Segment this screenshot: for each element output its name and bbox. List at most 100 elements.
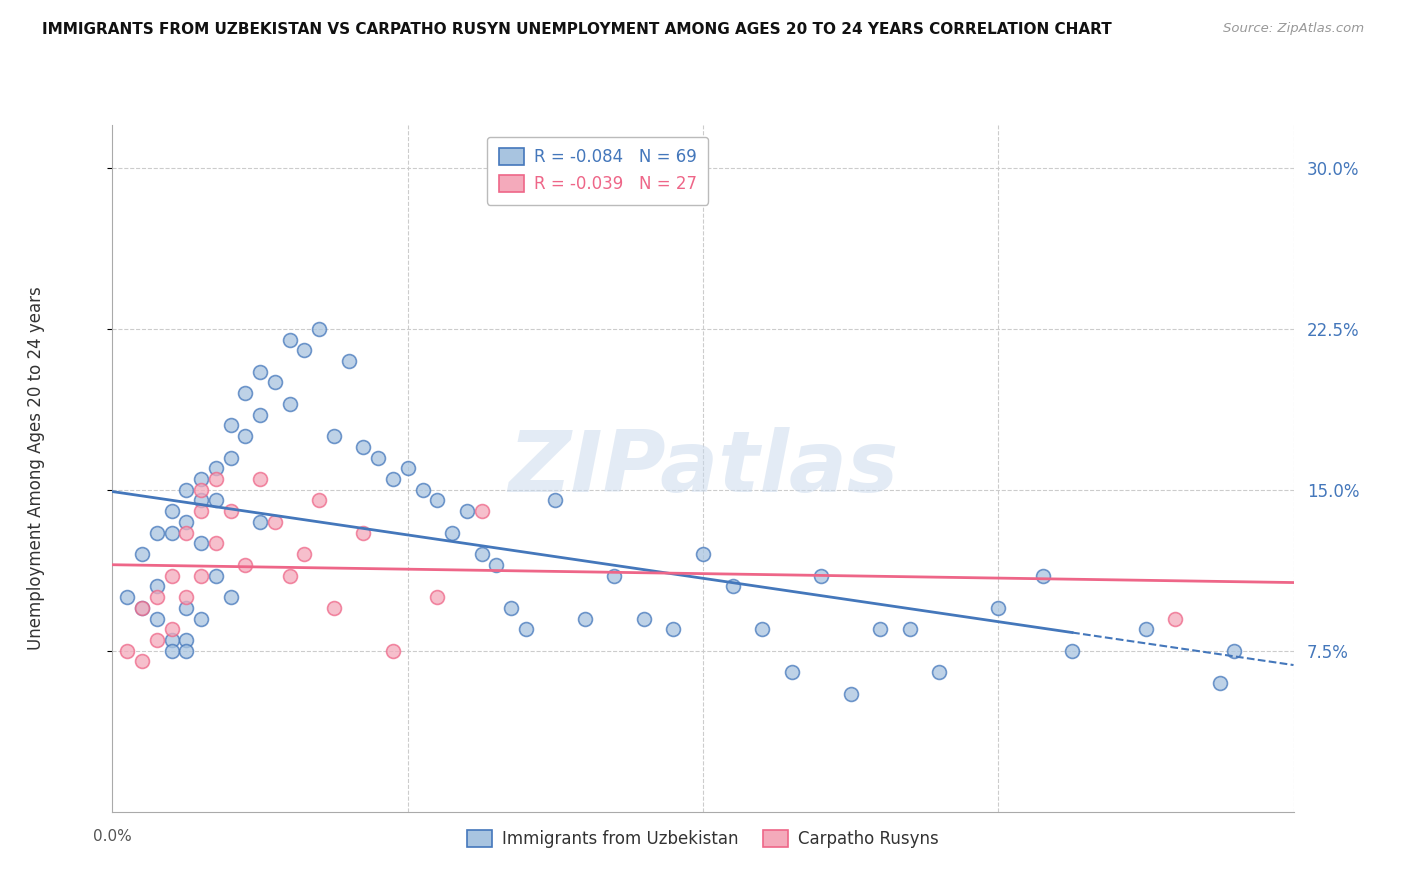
Point — [190, 568, 212, 582]
Point — [721, 579, 744, 593]
Point — [352, 525, 374, 540]
Point — [367, 450, 389, 465]
Point — [278, 397, 301, 411]
Point — [544, 493, 567, 508]
Point — [839, 687, 862, 701]
Point — [146, 579, 169, 593]
Point — [233, 429, 256, 443]
Legend: Immigrants from Uzbekistan, Carpatho Rusyns: Immigrants from Uzbekistan, Carpatho Rus… — [460, 823, 946, 855]
Point — [249, 408, 271, 422]
Point — [219, 450, 242, 465]
Point — [249, 472, 271, 486]
Point — [219, 418, 242, 433]
Point — [174, 633, 197, 648]
Point — [219, 504, 242, 518]
Point — [485, 558, 508, 572]
Point — [190, 493, 212, 508]
Point — [1223, 644, 1246, 658]
Point — [441, 525, 464, 540]
Point — [810, 568, 832, 582]
Point — [692, 547, 714, 561]
Point — [190, 504, 212, 518]
Point — [131, 655, 153, 669]
Point — [160, 525, 183, 540]
Point — [249, 515, 271, 529]
Point — [205, 493, 228, 508]
Point — [160, 504, 183, 518]
Point — [174, 483, 197, 497]
Point — [471, 504, 494, 518]
Point — [1062, 644, 1084, 658]
Point — [1164, 611, 1187, 625]
Point — [574, 611, 596, 625]
Point — [117, 644, 138, 658]
Point — [190, 472, 212, 486]
Point — [323, 600, 346, 615]
Point — [131, 600, 153, 615]
Point — [205, 461, 228, 475]
Point — [751, 622, 773, 636]
Point — [780, 665, 803, 680]
Point — [233, 558, 256, 572]
Point — [160, 568, 183, 582]
Point — [205, 536, 228, 550]
Point — [515, 622, 537, 636]
Point — [352, 440, 374, 454]
Point — [219, 590, 242, 604]
Text: 0.0%: 0.0% — [93, 829, 132, 844]
Point — [160, 633, 183, 648]
Point — [292, 343, 315, 358]
Point — [249, 365, 271, 379]
Point — [190, 536, 212, 550]
Point — [174, 644, 197, 658]
Point — [412, 483, 434, 497]
Point — [131, 600, 153, 615]
Point — [633, 611, 655, 625]
Point — [292, 547, 315, 561]
Point — [146, 590, 169, 604]
Point — [662, 622, 685, 636]
Point — [278, 333, 301, 347]
Point — [160, 644, 183, 658]
Point — [1032, 568, 1054, 582]
Point — [323, 429, 346, 443]
Point — [869, 622, 891, 636]
Point — [146, 633, 169, 648]
Point — [426, 493, 449, 508]
Point — [1208, 676, 1232, 690]
Point — [174, 600, 197, 615]
Point — [603, 568, 626, 582]
Text: Unemployment Among Ages 20 to 24 years: Unemployment Among Ages 20 to 24 years — [27, 286, 45, 650]
Point — [160, 622, 183, 636]
Point — [174, 515, 197, 529]
Point — [190, 483, 212, 497]
Point — [426, 590, 449, 604]
Point — [264, 376, 287, 390]
Point — [190, 611, 212, 625]
Point — [471, 547, 494, 561]
Text: ZIPatlas: ZIPatlas — [508, 426, 898, 510]
Point — [928, 665, 950, 680]
Point — [205, 472, 228, 486]
Point — [117, 590, 138, 604]
Point — [898, 622, 921, 636]
Point — [278, 568, 301, 582]
Point — [233, 386, 256, 401]
Point — [308, 493, 330, 508]
Point — [501, 600, 523, 615]
Text: IMMIGRANTS FROM UZBEKISTAN VS CARPATHO RUSYN UNEMPLOYMENT AMONG AGES 20 TO 24 YE: IMMIGRANTS FROM UZBEKISTAN VS CARPATHO R… — [42, 22, 1112, 37]
Point — [396, 461, 419, 475]
Point — [308, 322, 330, 336]
Point — [131, 547, 153, 561]
Point — [1135, 622, 1157, 636]
Point — [456, 504, 478, 518]
Point — [146, 525, 169, 540]
Point — [174, 525, 197, 540]
Point — [174, 590, 197, 604]
Point — [987, 600, 1010, 615]
Point — [205, 568, 228, 582]
Point — [382, 644, 405, 658]
Point — [337, 354, 360, 368]
Point — [264, 515, 287, 529]
Text: Source: ZipAtlas.com: Source: ZipAtlas.com — [1223, 22, 1364, 36]
